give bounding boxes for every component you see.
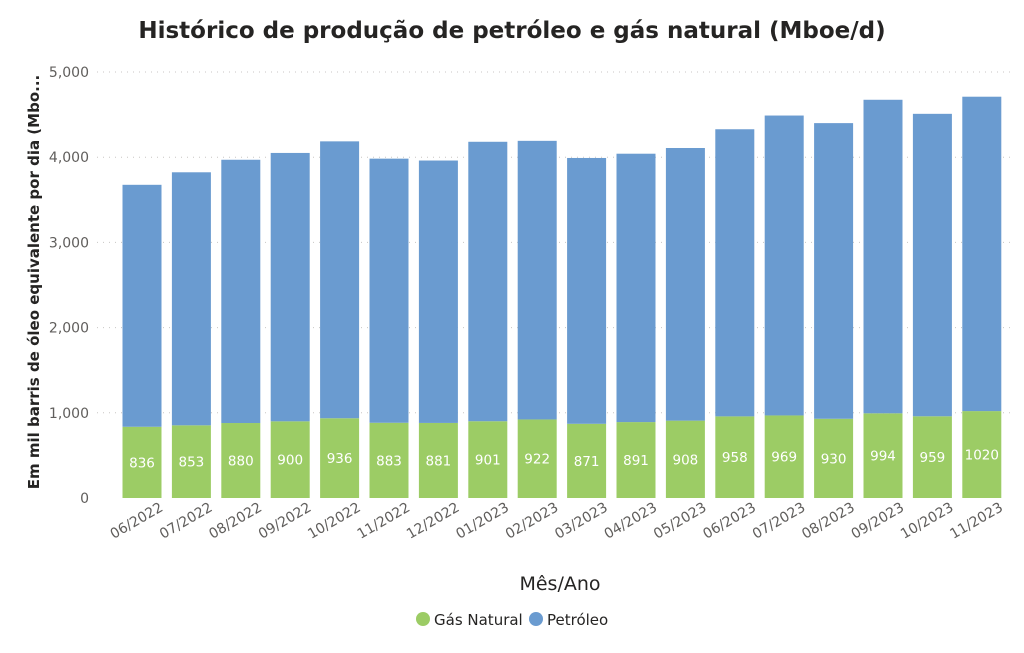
data-label: 871 bbox=[574, 454, 600, 470]
bar-petroleo[interactable] bbox=[715, 129, 755, 417]
y-tick-label: 2,000 bbox=[49, 321, 89, 337]
bar-gas-natural[interactable] bbox=[171, 425, 211, 498]
bar-gas-natural[interactable] bbox=[814, 418, 854, 498]
x-tick-label: 10/2023 bbox=[898, 500, 956, 543]
data-label: 922 bbox=[524, 452, 550, 468]
bar-petroleo[interactable] bbox=[468, 141, 508, 422]
bar-petroleo[interactable] bbox=[665, 147, 705, 421]
y-tick-label: 3,000 bbox=[49, 235, 89, 251]
x-tick-label: 07/2022 bbox=[157, 500, 215, 543]
legend-label: Petróleo bbox=[547, 611, 608, 629]
data-label: 1020 bbox=[965, 448, 999, 464]
data-label: 883 bbox=[376, 453, 402, 469]
data-label: 969 bbox=[771, 450, 797, 466]
x-tick-label: 06/2023 bbox=[700, 500, 758, 543]
bar-petroleo[interactable] bbox=[369, 158, 409, 423]
x-tick-label: 09/2022 bbox=[256, 500, 314, 543]
bar-gas-natural[interactable] bbox=[567, 423, 607, 498]
data-labels: 836 853 880 900 936 883 881 901 922 871 891 908 958 9… bbox=[129, 448, 999, 472]
bar-petroleo[interactable] bbox=[122, 184, 162, 427]
x-tick-label: 08/2022 bbox=[206, 500, 264, 543]
data-label: 959 bbox=[920, 450, 946, 466]
bar-gas-natural[interactable] bbox=[764, 415, 804, 498]
bar-petroleo[interactable] bbox=[320, 141, 360, 419]
data-label: 901 bbox=[475, 453, 501, 469]
bar-gas-natural[interactable] bbox=[517, 419, 557, 498]
x-tick-label: 03/2023 bbox=[552, 500, 610, 543]
y-tick-label: 4,000 bbox=[49, 150, 89, 166]
bar-gas-natural[interactable] bbox=[616, 422, 656, 498]
bar-petroleo[interactable] bbox=[270, 152, 310, 422]
x-axis-ticks: 06/202207/202208/202209/202210/202211/20… bbox=[108, 500, 1006, 543]
data-label: 891 bbox=[623, 453, 649, 469]
y-axis-ticks: 0 1,000 2,000 3,000 4,000 5,000 bbox=[49, 65, 89, 507]
bar-petroleo[interactable] bbox=[912, 113, 952, 417]
bar-petroleo[interactable] bbox=[814, 123, 854, 419]
bar-gas-natural[interactable] bbox=[863, 413, 903, 498]
y-axis-title: Em mil barris de óleo equivalente por di… bbox=[25, 75, 43, 489]
bar-gas-natural[interactable] bbox=[122, 426, 162, 498]
legend[interactable]: Gás Natural Petróleo bbox=[416, 611, 608, 629]
bar-petroleo[interactable] bbox=[567, 157, 607, 424]
data-label: 994 bbox=[870, 449, 896, 465]
data-label: 880 bbox=[228, 454, 254, 470]
x-tick-label: 10/2022 bbox=[305, 500, 363, 543]
bar-gas-natural[interactable] bbox=[468, 421, 508, 498]
chart-title: Histórico de produção de petróleo e gás … bbox=[138, 18, 886, 44]
data-label: 930 bbox=[821, 451, 847, 467]
bar-gas-natural[interactable] bbox=[665, 420, 705, 498]
bar-petroleo[interactable] bbox=[418, 160, 458, 423]
bar-petroleo[interactable] bbox=[221, 159, 261, 424]
data-label: 908 bbox=[673, 452, 699, 468]
bar-petroleo[interactable] bbox=[863, 99, 903, 414]
x-tick-label: 08/2023 bbox=[799, 500, 857, 543]
data-label: 836 bbox=[129, 455, 155, 471]
x-tick-label: 09/2023 bbox=[849, 500, 907, 543]
x-tick-label: 11/2023 bbox=[947, 500, 1005, 543]
x-tick-label: 04/2023 bbox=[602, 500, 660, 543]
x-axis-title: Mês/Ano bbox=[519, 573, 600, 595]
y-tick-label: 1,000 bbox=[49, 406, 89, 422]
data-label: 936 bbox=[327, 451, 353, 467]
x-tick-label: 05/2023 bbox=[651, 500, 709, 543]
gridlines bbox=[97, 71, 1012, 414]
data-label: 958 bbox=[722, 450, 748, 466]
bar-gas-natural[interactable] bbox=[221, 423, 261, 498]
legend-label: Gás Natural bbox=[434, 611, 523, 629]
bar-petroleo[interactable] bbox=[616, 153, 656, 423]
data-label: 900 bbox=[277, 453, 303, 469]
bar-petroleo[interactable] bbox=[764, 115, 804, 416]
bar-gas-natural[interactable] bbox=[320, 418, 360, 498]
legend-item-petroleo[interactable]: Petróleo bbox=[529, 611, 608, 629]
legend-marker bbox=[416, 612, 430, 626]
bar-gas-natural[interactable] bbox=[962, 411, 1002, 498]
bar-gas-natural[interactable] bbox=[912, 416, 952, 498]
bar-gas-natural[interactable] bbox=[418, 422, 458, 498]
x-tick-label: 02/2023 bbox=[503, 500, 561, 543]
y-tick-label: 0 bbox=[80, 491, 89, 507]
data-label: 881 bbox=[426, 453, 452, 469]
x-tick-label: 01/2023 bbox=[453, 500, 511, 543]
legend-marker bbox=[529, 612, 543, 626]
x-tick-label: 12/2022 bbox=[404, 500, 462, 543]
bar-petroleo[interactable] bbox=[171, 172, 211, 426]
x-tick-label: 07/2023 bbox=[750, 500, 808, 543]
data-label: 853 bbox=[179, 455, 205, 471]
x-tick-label: 11/2022 bbox=[355, 500, 413, 543]
x-tick-label: 06/2022 bbox=[108, 500, 166, 543]
bar-gas-natural[interactable] bbox=[369, 422, 409, 498]
bar-gas-natural[interactable] bbox=[270, 421, 310, 498]
y-tick-label: 5,000 bbox=[49, 65, 89, 81]
bar-petroleo[interactable] bbox=[962, 96, 1002, 412]
bar-petroleo[interactable] bbox=[517, 140, 557, 420]
bars bbox=[122, 96, 1002, 498]
bar-gas-natural[interactable] bbox=[715, 416, 755, 498]
legend-item-gas-natural[interactable]: Gás Natural bbox=[416, 611, 523, 629]
